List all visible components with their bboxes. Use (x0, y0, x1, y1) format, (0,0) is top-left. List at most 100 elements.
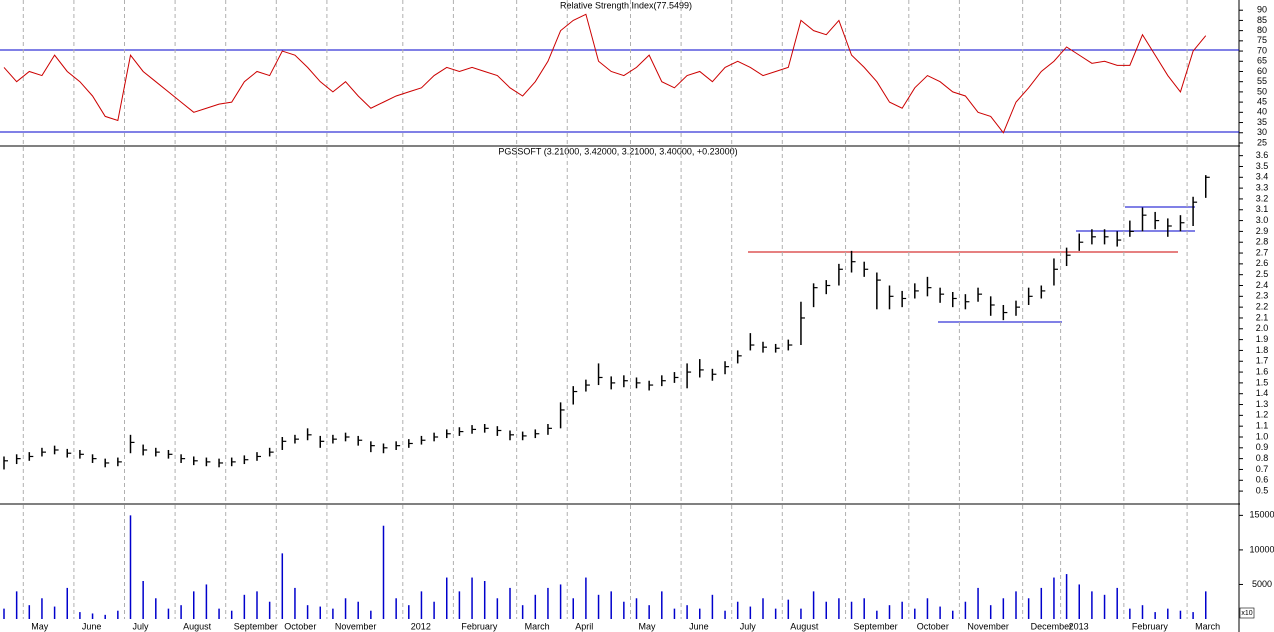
y-tick-label: 1.8 (1256, 345, 1269, 355)
volume-bar (1065, 574, 1068, 619)
volume-bar (319, 606, 321, 619)
volume-bar (1091, 591, 1093, 619)
volume-bar (774, 608, 777, 619)
volume-bar (610, 591, 612, 619)
y-tick-label: 5000 (1252, 579, 1272, 589)
volume-bar (686, 605, 688, 619)
volume-bar (1205, 591, 1207, 619)
volume-bar (597, 594, 600, 619)
y-tick-label: 1.9 (1256, 334, 1269, 344)
volume-bar (66, 587, 68, 619)
volume-bar (41, 598, 43, 619)
volume-bar (1002, 598, 1005, 619)
volume-bar (28, 605, 31, 619)
x-tick-label: July (133, 621, 150, 631)
y-tick-label: 3.6 (1256, 150, 1269, 160)
volume-bar (395, 598, 397, 619)
volume-bar (1015, 591, 1017, 619)
y-tick-label: 80 (1257, 25, 1267, 35)
volume-bar (838, 598, 840, 619)
y-tick-label: 2.4 (1256, 280, 1269, 290)
volume-bar (534, 594, 537, 619)
x-tick-label: December (1031, 621, 1073, 631)
x-tick-label: March (525, 621, 550, 631)
volume-bar (3, 608, 5, 619)
volume-bar (812, 591, 815, 619)
volume-bar (357, 601, 359, 619)
volume-bar (382, 525, 385, 619)
volume-bar (1116, 587, 1118, 619)
volume-bar (964, 601, 967, 619)
x-tick-label: July (740, 621, 757, 631)
y-tick-label: 25 (1257, 137, 1267, 147)
volume-bar (306, 605, 309, 619)
y-tick-label: 30 (1257, 127, 1267, 137)
volume-bar (559, 584, 562, 619)
y-tick-label: 45 (1257, 96, 1267, 106)
y-tick-label: 70 (1257, 45, 1267, 55)
volume-bar (344, 598, 347, 619)
y-tick-label: 50 (1257, 86, 1267, 96)
x-tick-label: September (854, 621, 898, 631)
volume-bar (863, 598, 865, 619)
y-tick-label: 3.3 (1256, 182, 1269, 192)
x-tick-label: May (31, 621, 49, 631)
y-tick-label: 0.8 (1256, 453, 1269, 463)
volume-bar (155, 598, 157, 619)
volume-bar (901, 601, 903, 619)
volume-bar (408, 605, 410, 619)
volume-bar (711, 594, 714, 619)
volume-bar (193, 591, 195, 619)
volume-bar (1027, 598, 1030, 619)
y-tick-label: 3.4 (1256, 172, 1269, 182)
volume-bar (673, 608, 676, 619)
volume-bar (736, 601, 739, 619)
volume-bar (230, 610, 233, 619)
volume-bar (1179, 610, 1182, 619)
volume-bar (433, 601, 435, 619)
volume-bar (167, 608, 170, 619)
volume-bar (1129, 608, 1131, 619)
volume-bar (749, 606, 752, 619)
volume-bar (91, 613, 94, 619)
volume-bar (471, 577, 473, 619)
y-tick-label: 35 (1257, 117, 1267, 127)
x-tick-label: February (1132, 621, 1169, 631)
y-tick-label: 0.9 (1256, 442, 1269, 452)
y-tick-label: 2.1 (1256, 312, 1269, 322)
volume-bar (699, 608, 701, 619)
rsi-title: Relative Strength Index(77.5499) (560, 0, 692, 10)
x-tick-label: 2012 (411, 621, 431, 631)
x-tick-label: November (335, 621, 377, 631)
x-tick-label: August (183, 621, 212, 631)
volume-bar (648, 605, 650, 619)
volume-bar (79, 612, 81, 619)
volume-bar (787, 599, 790, 619)
volume-bar (989, 605, 992, 619)
volume-bar (420, 591, 423, 619)
volume-bar (256, 591, 258, 619)
volume-bar (129, 515, 132, 619)
volume-bar (268, 601, 271, 619)
y-tick-label: 2.2 (1256, 302, 1269, 312)
volume-bar (496, 598, 499, 619)
x-tick-label: August (790, 621, 819, 631)
x-tick-label: June (689, 621, 709, 631)
y-tick-label: 1.4 (1256, 388, 1269, 398)
volume-bar (547, 587, 549, 619)
y-tick-label: 0.6 (1256, 475, 1269, 485)
y-tick-label: 90 (1257, 5, 1267, 15)
volume-bar (939, 606, 941, 619)
volume-bar (876, 610, 878, 619)
y-tick-label: 40 (1257, 107, 1267, 117)
y-tick-label: 1.7 (1256, 356, 1269, 366)
y-tick-label: 2.5 (1256, 269, 1269, 279)
volume-bar (1040, 587, 1043, 619)
y-tick-label: 1.5 (1256, 377, 1269, 387)
volume-bar (370, 610, 372, 619)
x-tick-label: November (967, 621, 1009, 631)
y-tick-label: 0.5 (1256, 485, 1269, 495)
volume-multiplier: x10 (1241, 610, 1252, 617)
volume-bar (294, 587, 296, 619)
y-tick-label: 2.3 (1256, 291, 1269, 301)
